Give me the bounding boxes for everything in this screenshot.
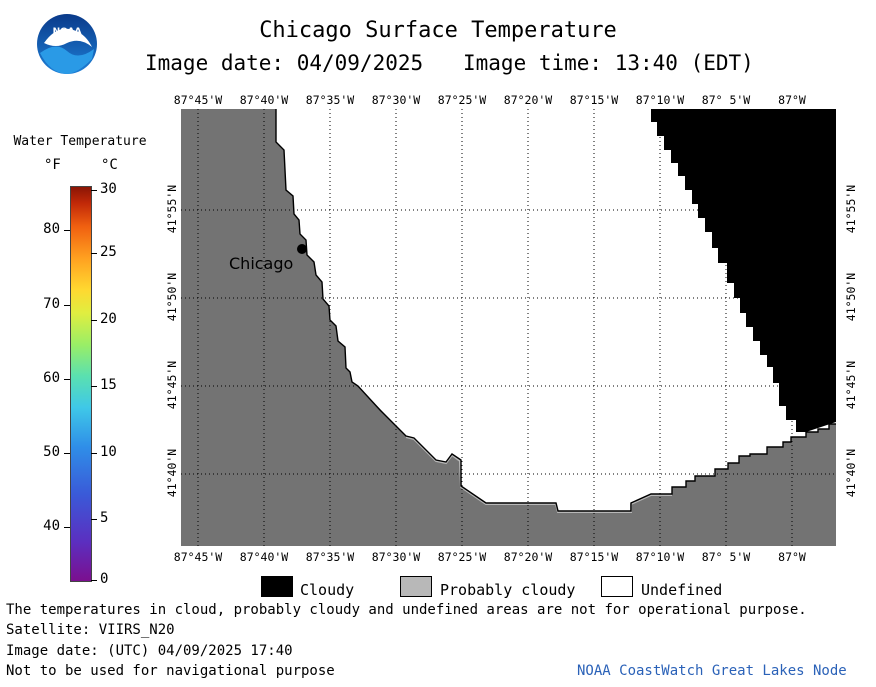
satellite: Satellite: VIIRS_N20 [6, 622, 175, 638]
lat-label-right: 41°55'N [844, 184, 858, 234]
colorbar-f-tick-mark [64, 527, 70, 528]
colorbar-c-tick-mark [91, 386, 97, 387]
cloudy-region [651, 109, 836, 432]
colorbar-c-tick-mark [91, 453, 97, 454]
lon-label-top: 87°W [778, 93, 806, 107]
page-title: Chicago Surface Temperature [259, 18, 617, 43]
colorbar-f-tick: 40 [43, 518, 60, 534]
colorbar-gradient [70, 186, 92, 582]
lon-label-top: 87° 5'W [701, 93, 751, 107]
legend-undefined-label: Undefined [641, 581, 723, 599]
lon-label-top: 87°20'W [503, 93, 553, 107]
colorbar-c-tick: 10 [100, 444, 117, 460]
legend-probably-cloudy-label: Probably cloudy [440, 581, 576, 599]
lon-label-bot: 87°35'W [305, 550, 355, 564]
legend-probably-cloudy-swatch [400, 576, 432, 597]
lon-label-bot: 87°30'W [371, 550, 421, 564]
legend-cloudy-label: Cloudy [300, 581, 355, 599]
colorbar-f-tick-mark [64, 379, 70, 380]
land-region [181, 109, 836, 546]
lat-label-right: 41°50'N [844, 272, 858, 322]
graticule [181, 109, 836, 546]
disclaimer: The temperatures in cloud, probably clou… [6, 602, 807, 618]
colorbar-f-tick: 80 [43, 221, 60, 237]
colorbar-c-tick-mark [91, 253, 97, 254]
legend-undefined-swatch [601, 576, 633, 597]
colorbar-f-tick: 60 [43, 370, 60, 386]
colorbar-unit-c: °C [101, 157, 118, 173]
colorbar-c-tick-mark [91, 190, 97, 191]
lat-label-left: 41°40'N [165, 448, 179, 498]
colorbar-c-tick: 5 [100, 510, 109, 526]
chicago-label: Chicago [229, 254, 293, 273]
lon-label-bot: 87°25'W [437, 550, 487, 564]
colorbar-f-tick-mark [64, 230, 70, 231]
colorbar-c-tick: 25 [100, 244, 117, 260]
lon-label-top: 87°30'W [371, 93, 421, 107]
lon-label-bot: 87°W [778, 550, 806, 564]
nav-note: Not to be used for navigational purpose [6, 663, 335, 679]
colorbar-f-tick-mark [64, 453, 70, 454]
lon-label-bot: 87°20'W [503, 550, 553, 564]
credit: NOAA CoastWatch Great Lakes Node [577, 663, 847, 679]
lon-label-top: 87°10'W [635, 93, 685, 107]
colorbar-c-tick: 15 [100, 377, 117, 393]
colorbar-c-tick: 30 [100, 181, 117, 197]
lon-label-bot: 87°15'W [569, 550, 619, 564]
lon-label-top: 87°35'W [305, 93, 355, 107]
legend-cloudy-swatch [261, 576, 293, 597]
colorbar-c-tick: 20 [100, 311, 117, 327]
lon-label-top: 87°40'W [239, 93, 289, 107]
image-time: Image time: 13:40 (EDT) [463, 51, 754, 75]
lon-label-bot: 87° 5'W [701, 550, 751, 564]
colorbar-c-tick-mark [91, 519, 97, 520]
colorbar-f-tick-mark [64, 305, 70, 306]
lat-label-left: 41°45'N [165, 360, 179, 410]
lon-label-bot: 87°40'W [239, 550, 289, 564]
lon-label-top: 87°15'W [569, 93, 619, 107]
chicago-marker [297, 244, 307, 254]
lat-label-right: 41°45'N [844, 360, 858, 410]
lon-label-top: 87°25'W [437, 93, 487, 107]
lat-label-left: 41°50'N [165, 272, 179, 322]
colorbar-unit-f: °F [44, 157, 61, 173]
lat-label-left: 41°55'N [165, 184, 179, 234]
colorbar-title: Water Temperature [13, 134, 147, 149]
colorbar-c-tick-mark [91, 580, 97, 581]
lon-label-top: 87°45'W [173, 93, 223, 107]
lon-label-bot: 87°10'W [635, 550, 685, 564]
lat-label-right: 41°40'N [844, 448, 858, 498]
colorbar-f-tick: 70 [43, 296, 60, 312]
colorbar-c-tick-mark [91, 320, 97, 321]
colorbar-c-tick: 0 [100, 571, 109, 587]
noaa-logo: NOAA [37, 14, 97, 74]
utc-date: Image date: (UTC) 04/09/2025 17:40 [6, 643, 293, 659]
image-date: Image date: 04/09/2025 [145, 51, 424, 75]
colorbar-f-tick: 50 [43, 444, 60, 460]
noaa-logo-text: NOAA [53, 27, 82, 37]
lon-label-bot: 87°45'W [173, 550, 223, 564]
